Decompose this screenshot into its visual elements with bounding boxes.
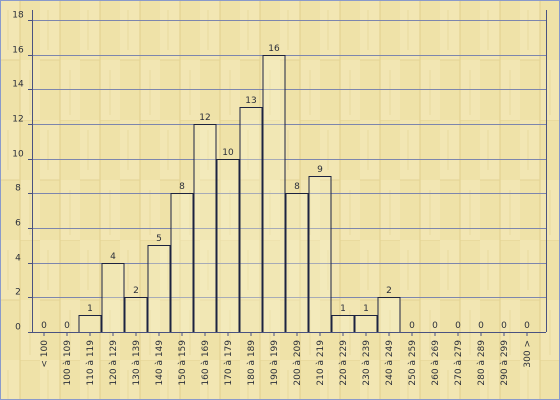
x-tick-label: 130 à 139 bbox=[132, 340, 142, 386]
bar bbox=[101, 263, 125, 333]
bar-value-label: 9 bbox=[317, 165, 323, 175]
y-tick-label: 16 bbox=[12, 46, 24, 56]
bar-value-label: 0 bbox=[409, 321, 415, 331]
x-tick-label: 300 > bbox=[523, 340, 533, 368]
y-tick-label: 18 bbox=[12, 11, 24, 21]
y-tick-label: 8 bbox=[15, 184, 21, 194]
y-tick-label: 2 bbox=[15, 288, 21, 298]
bar-value-label: 2 bbox=[133, 286, 139, 296]
y-tick-label: 12 bbox=[12, 115, 23, 125]
x-tick-label: 230 à 239 bbox=[362, 340, 372, 386]
x-tick-label: 290 à 299 bbox=[500, 340, 510, 386]
x-tick-label: 190 à 199 bbox=[270, 340, 280, 386]
bar-value-label: 10 bbox=[222, 148, 234, 158]
x-tick-label: 260 à 269 bbox=[431, 340, 441, 386]
x-tick-label: 160 à 169 bbox=[201, 340, 211, 386]
bar bbox=[377, 297, 401, 333]
bar bbox=[331, 315, 355, 333]
bar bbox=[147, 245, 171, 333]
y-tick-label: 10 bbox=[12, 150, 24, 160]
bar bbox=[354, 315, 378, 333]
bar-value-label: 1 bbox=[87, 304, 93, 314]
bar bbox=[124, 297, 148, 333]
bar-value-label: 13 bbox=[245, 96, 256, 106]
bar-value-label: 2 bbox=[386, 286, 392, 296]
x-tick-label: 250 à 259 bbox=[408, 340, 418, 386]
x-tick-label: 240 à 249 bbox=[385, 340, 395, 386]
bar-value-label: 0 bbox=[501, 321, 507, 331]
x-tick-label: 220 à 229 bbox=[339, 340, 349, 386]
bar-value-label: 8 bbox=[179, 182, 185, 192]
bar bbox=[78, 315, 102, 333]
bars bbox=[78, 55, 401, 333]
bar bbox=[193, 124, 217, 333]
x-tick-label: 180 à 189 bbox=[247, 340, 257, 386]
bar bbox=[239, 107, 263, 333]
bar bbox=[285, 193, 309, 333]
bar-value-label: 0 bbox=[432, 321, 438, 331]
y-tick-label: 6 bbox=[15, 219, 21, 229]
x-tick-label: 150 à 159 bbox=[178, 340, 188, 386]
y-tick-label: 4 bbox=[15, 254, 21, 264]
bar-value-label: 1 bbox=[340, 304, 346, 314]
bar-value-label: 8 bbox=[294, 182, 300, 192]
bar-value-label: 16 bbox=[268, 44, 280, 54]
y-tick-label: 14 bbox=[12, 80, 24, 90]
bar-value-label: 5 bbox=[156, 234, 162, 244]
x-tick-label: 120 à 129 bbox=[109, 340, 119, 386]
x-tick-label: 200 à 209 bbox=[293, 340, 303, 386]
bar bbox=[308, 176, 332, 333]
x-tick-label: 170 à 179 bbox=[224, 340, 234, 386]
bar-value-label: 4 bbox=[110, 252, 116, 262]
x-tick-label: 110 à 119 bbox=[86, 340, 96, 386]
axes bbox=[28, 10, 547, 336]
bar-value-label: 0 bbox=[455, 321, 461, 331]
bar bbox=[170, 193, 194, 333]
x-tick-label: 280 à 289 bbox=[477, 340, 487, 386]
y-tick-label: 0 bbox=[15, 323, 21, 333]
bar-value-label: 12 bbox=[199, 113, 210, 123]
bar-value-label: 1 bbox=[363, 304, 369, 314]
bar bbox=[262, 55, 286, 333]
bar-value-label: 0 bbox=[64, 321, 70, 331]
x-tick-label: 140 à 149 bbox=[155, 340, 165, 386]
x-tick-label: 270 à 279 bbox=[454, 340, 464, 386]
bar-value-label: 0 bbox=[478, 321, 484, 331]
x-tick-label: 210 à 219 bbox=[316, 340, 326, 386]
bar-value-label: 0 bbox=[41, 321, 47, 331]
bar-value-label: 0 bbox=[524, 321, 530, 331]
bar bbox=[216, 159, 240, 333]
x-tick-label: < 100 bbox=[40, 340, 50, 368]
x-tick-label: 100 à 109 bbox=[63, 340, 73, 386]
